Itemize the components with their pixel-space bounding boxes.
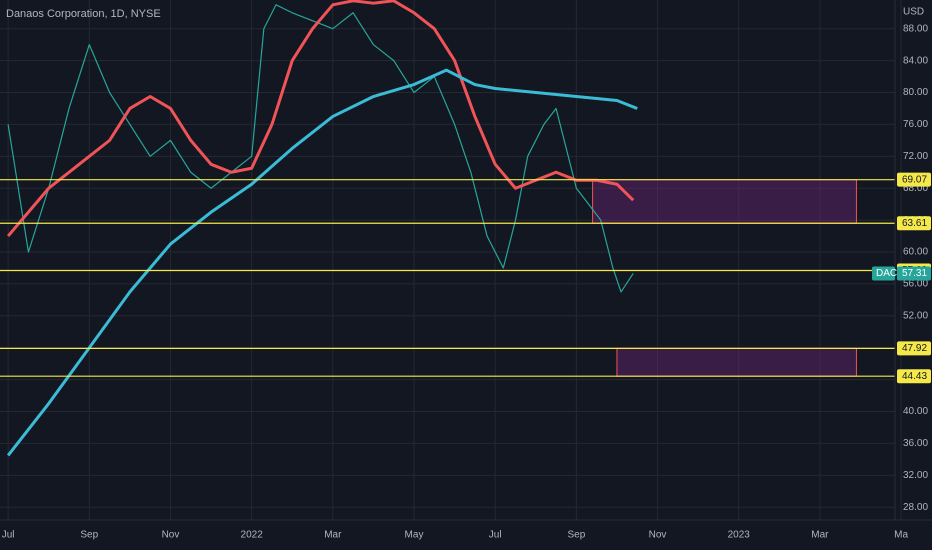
x-tick-label: Nov (649, 530, 667, 541)
y-tick-label: 28.00 (903, 502, 928, 513)
plot-area (0, 0, 895, 457)
level-label: 44.43 (902, 371, 927, 382)
level-tag (897, 369, 931, 384)
series-line (6, 68, 638, 457)
y-tick-label: 76.00 (903, 119, 928, 130)
y-tick-label: 52.00 (903, 310, 928, 321)
y-tick-label: 68.00 (903, 183, 928, 194)
x-tick-label: 2023 (728, 530, 751, 541)
y-tick-label: 60.00 (903, 247, 928, 258)
y-tick-label: 56.00 (903, 279, 928, 290)
x-tick-label: Sep (567, 530, 585, 541)
x-tick-label: Nov (162, 530, 180, 541)
y-tick-label: 88.00 (903, 23, 928, 34)
x-tick-label: May (405, 530, 424, 541)
zone (616, 347, 857, 377)
level-label: 47.92 (902, 343, 927, 354)
series-line (7, 4, 634, 293)
x-tick-label: Mar (811, 530, 829, 541)
axes: 28.0032.0036.0040.0044.0048.0052.0056.00… (2, 23, 931, 541)
price-label: 57.31 (902, 268, 927, 279)
x-tick-label: Jul (2, 530, 15, 541)
x-tick-label: Mar (324, 530, 342, 541)
x-tick-label: Ma (894, 530, 908, 541)
symbol-label: DAC (876, 268, 897, 279)
level-tag (897, 216, 931, 231)
x-tick-label: Jul (489, 530, 502, 541)
symbol-tag (872, 266, 895, 281)
y-tick-label: 36.00 (903, 438, 928, 449)
y-tick-label: 72.00 (903, 151, 928, 162)
y-tick-label: 40.00 (903, 406, 928, 417)
zone (592, 179, 857, 224)
level-label: 63.61 (902, 218, 927, 229)
y-tick-label: 84.00 (903, 55, 928, 66)
chart-title: Danaos Corporation, 1D, NYSE (6, 8, 161, 20)
series-line (6, 0, 635, 238)
y-tick-label: 32.00 (903, 470, 928, 481)
level-label: 69.07 (902, 174, 927, 185)
level-tag (897, 341, 931, 356)
x-tick-label: 2022 (241, 530, 264, 541)
price-tag (897, 266, 931, 281)
y-tick-label: 80.00 (903, 87, 928, 98)
x-tick-label: Sep (80, 530, 98, 541)
y-axis-label: USD (903, 7, 924, 18)
grid (0, 0, 902, 520)
level-tag (897, 172, 931, 187)
